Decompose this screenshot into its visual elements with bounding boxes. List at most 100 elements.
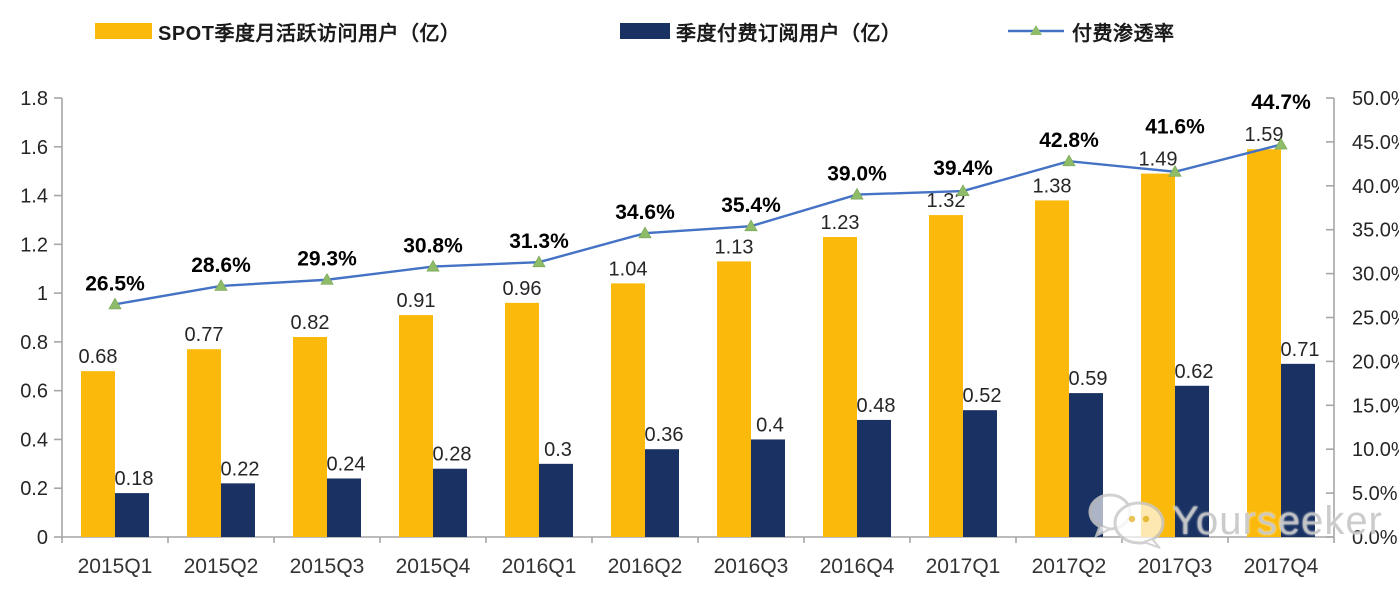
penetration-label: 42.8% — [1039, 129, 1099, 152]
legend-label-subs: 季度付费订阅用户（亿） — [676, 22, 902, 45]
bar-mau — [929, 215, 963, 538]
bar-subs — [1281, 363, 1315, 537]
penetration-label: 39.4% — [933, 157, 993, 180]
x-axis-category-label: 2015Q4 — [396, 555, 471, 578]
bar-subs — [1175, 385, 1209, 537]
x-axis-category-label: 2017Q1 — [926, 555, 1001, 578]
y-axis-right-tick-label: 50.0% — [1352, 88, 1399, 110]
bar-label-subs: 0.24 — [327, 453, 366, 475]
bar-label-mau: 1.38 — [1033, 175, 1072, 197]
penetration-marker — [532, 255, 546, 268]
legend-item-subs: 季度付费订阅用户（亿） — [620, 20, 902, 45]
legend-item-mau: SPOT季度月活跃访问用户（亿） — [95, 20, 460, 45]
bar-subs — [115, 493, 149, 537]
x-axis-category-label: 2015Q2 — [184, 555, 259, 578]
penetration-marker — [1062, 154, 1076, 167]
bar-label-mau: 0.77 — [185, 324, 224, 346]
y-axis-left-tick-label: 1.6 — [20, 137, 48, 159]
y-axis-right-tick-label: 0.0% — [1352, 527, 1398, 549]
penetration-label: 26.5% — [85, 272, 145, 295]
x-axis-category-label: 2017Q3 — [1138, 555, 1213, 578]
y-axis-left-tick-label: 1.8 — [20, 88, 48, 110]
bar-subs — [857, 419, 891, 537]
x-axis-category-label: 2016Q4 — [820, 555, 895, 578]
bar-label-subs: 0.18 — [115, 468, 154, 490]
y-axis-left-tick-label: 1.2 — [20, 234, 48, 256]
penetration-marker — [320, 272, 334, 285]
legend-label-mau: SPOT季度月活跃访问用户（亿） — [158, 22, 461, 45]
x-axis-category-label: 2016Q3 — [714, 555, 789, 578]
bar-subs — [327, 478, 361, 537]
bar-label-mau: 1.32 — [927, 190, 966, 212]
penetration-line — [114, 143, 1282, 306]
legend-swatch-mau-bar — [95, 23, 152, 39]
y-axis-right-tick-label: 30.0% — [1352, 264, 1399, 286]
penetration-label: 41.6% — [1145, 116, 1205, 139]
penetration-marker — [638, 226, 652, 239]
bar-label-mau: 1.49 — [1139, 149, 1178, 171]
penetration-marker — [744, 219, 758, 232]
penetration-marker — [426, 259, 440, 272]
bar-mau — [611, 283, 645, 537]
penetration-label: 39.0% — [827, 163, 887, 186]
penetration-marker — [956, 184, 970, 196]
bar-mau — [1141, 173, 1175, 537]
bar-label-mau: 1.59 — [1245, 124, 1284, 146]
bar-mau — [293, 337, 327, 537]
bar-subs — [645, 449, 679, 537]
y-axis-right-tick-label: 35.0% — [1352, 220, 1399, 242]
bar-label-subs: 0.4 — [756, 414, 784, 436]
x-axis-category-label: 2015Q3 — [290, 555, 365, 578]
bar-subs — [963, 410, 997, 537]
y-axis-left-tick-label: 0 — [37, 527, 48, 549]
bar-label-subs: 0.71 — [1281, 339, 1320, 361]
penetration-label: 31.3% — [509, 230, 569, 253]
penetration-label: 29.3% — [297, 248, 357, 271]
y-axis-right-tick-label: 40.0% — [1352, 176, 1399, 198]
bar-label-subs: 0.59 — [1069, 368, 1108, 390]
bar-label-mau: 0.91 — [397, 290, 436, 312]
y-axis-left-tick-label: 1 — [37, 283, 48, 305]
y-axis-left-tick-label: 0.8 — [20, 332, 48, 354]
y-axis-left-tick-label: 0.4 — [20, 429, 48, 451]
y-axis-right-tick-label: 15.0% — [1352, 395, 1399, 417]
bar-subs — [1069, 393, 1103, 537]
x-axis-category-label: 2015Q1 — [78, 555, 153, 578]
bar-mau — [187, 349, 221, 537]
legend-swatch-subs-bar — [620, 23, 670, 39]
penetration-label: 44.7% — [1251, 91, 1311, 114]
penetration-label: 35.4% — [721, 194, 781, 217]
bar-label-subs: 0.48 — [857, 395, 896, 417]
bar-label-mau: 0.82 — [291, 312, 330, 334]
penetration-marker — [1274, 137, 1288, 150]
legend-label-penetration: 付费渗透率 — [1072, 22, 1175, 45]
penetration-label: 30.8% — [403, 235, 463, 258]
y-axis-left-tick-label: 1.4 — [20, 186, 48, 208]
x-axis-category-label: 2017Q4 — [1244, 555, 1319, 578]
bar-label-mau: 1.13 — [715, 236, 754, 258]
bar-mau — [717, 261, 751, 537]
bar-label-subs: 0.28 — [433, 444, 472, 466]
bar-subs — [221, 483, 255, 537]
chart-legend: SPOT季度月活跃访问用户（亿） 季度付费订阅用户（亿） 付费渗透率 — [0, 0, 1399, 60]
penetration-marker — [1168, 164, 1182, 177]
y-axis-right-tick-label: 20.0% — [1352, 351, 1399, 373]
legend-line-marker-icon — [1008, 25, 1064, 35]
penetration-marker — [850, 187, 864, 200]
bar-subs — [539, 463, 573, 537]
bar-label-subs: 0.36 — [645, 424, 684, 446]
y-axis-right-tick-label: 45.0% — [1352, 132, 1399, 154]
bar-label-mau: 0.68 — [79, 346, 118, 368]
y-axis-left-tick-label: 0.2 — [20, 478, 48, 500]
penetration-label: 34.6% — [615, 201, 675, 224]
x-axis-category-label: 2016Q1 — [502, 555, 577, 578]
bar-label-subs: 0.52 — [963, 385, 1002, 407]
bar-mau — [399, 315, 433, 537]
bar-label-subs: 0.62 — [1175, 361, 1214, 383]
y-axis-left-tick-label: 0.6 — [20, 381, 48, 403]
bar-label-mau: 1.04 — [609, 258, 648, 280]
y-axis-right-tick-label: 10.0% — [1352, 439, 1399, 461]
bar-mau — [823, 237, 857, 537]
